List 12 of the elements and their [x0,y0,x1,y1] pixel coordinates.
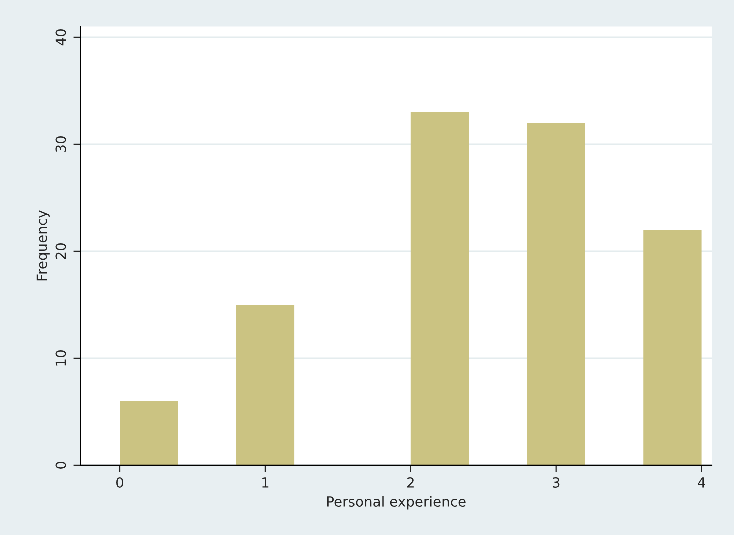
x-tick-label: 0 [116,478,124,488]
x-tick-label: 1 [262,478,269,488]
x-tick-label: 4 [698,478,706,488]
y-axis-title: Frequency [36,210,50,281]
x-tick-label: 2 [408,478,414,488]
y-tick-label: 10 [56,350,66,366]
y-tick-label: 40 [56,30,66,46]
y-tick-label: 30 [56,136,66,152]
x-tick-label: 3 [552,478,560,488]
y-tick-label: 0 [56,462,66,469]
x-axis-title: Personal experience [328,496,466,510]
y-tick-label: 20 [56,244,66,260]
